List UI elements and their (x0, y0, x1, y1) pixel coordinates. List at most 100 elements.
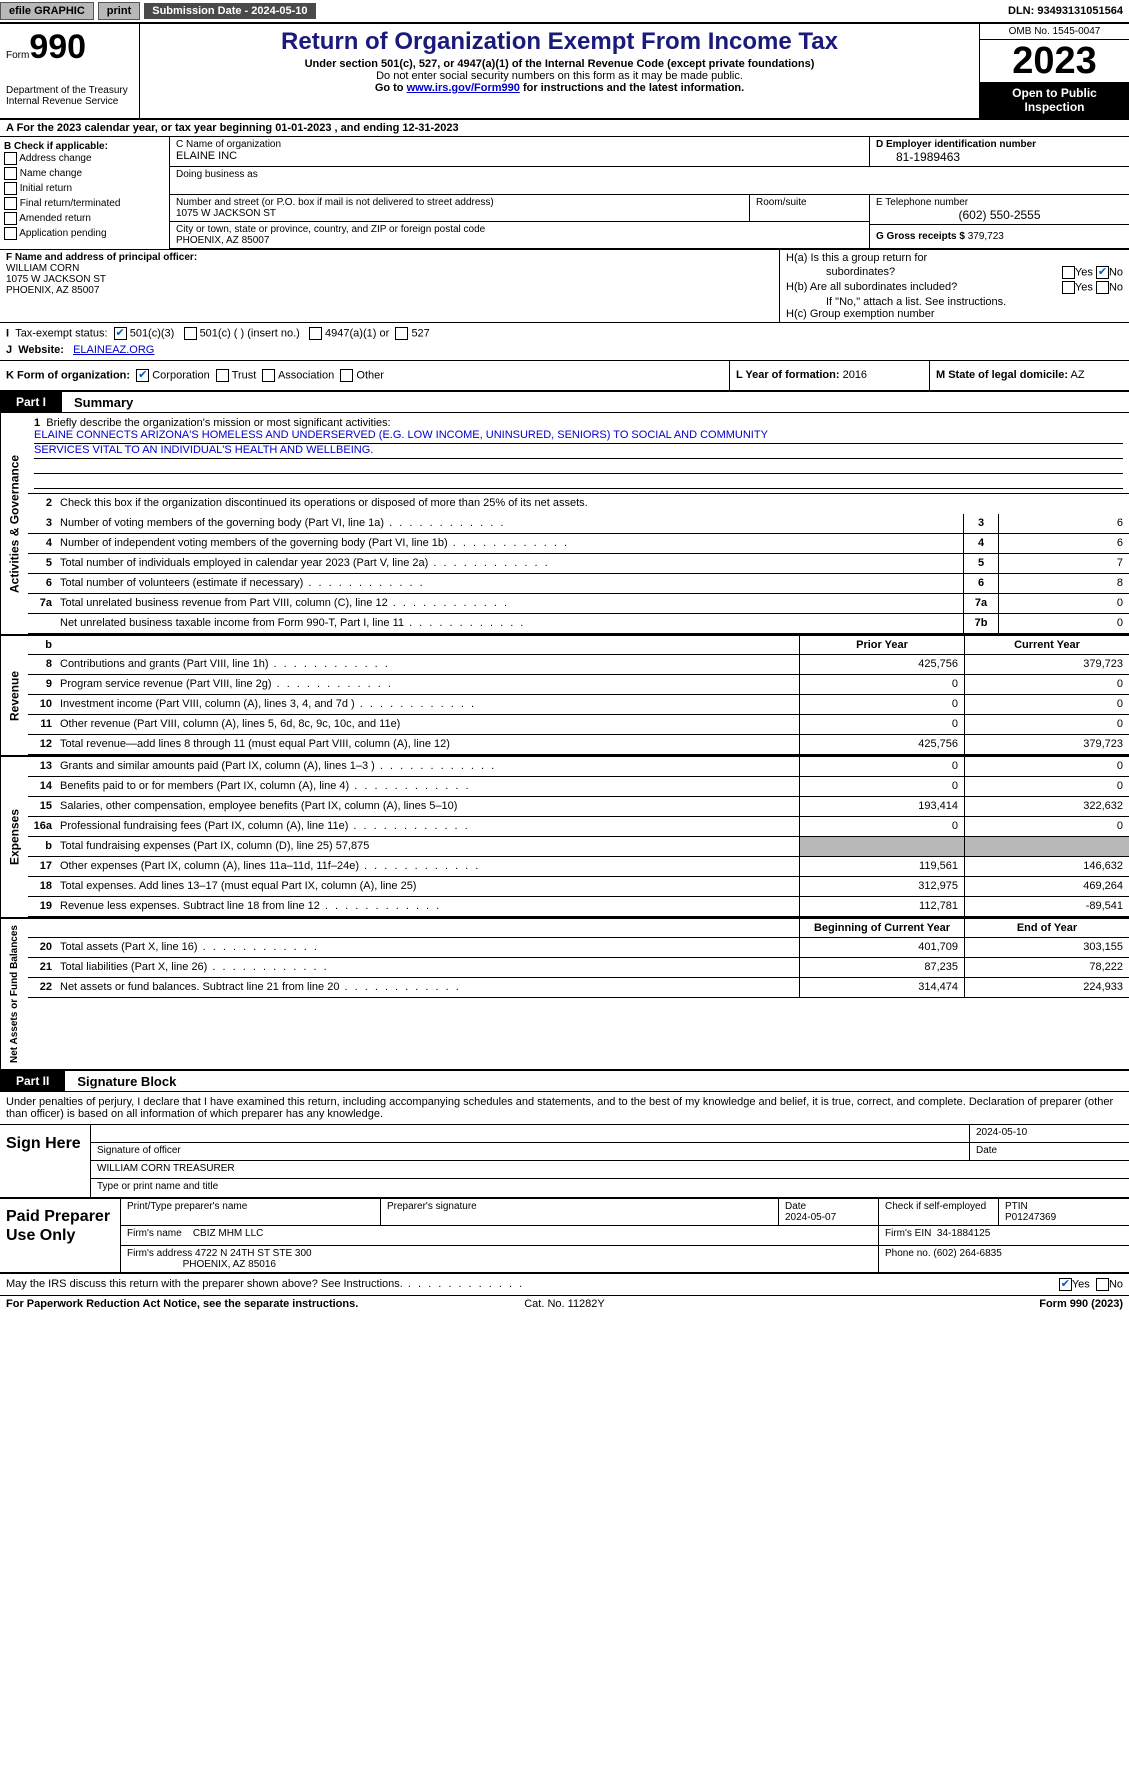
chk-trust[interactable] (216, 369, 229, 382)
ij-row: I Tax-exempt status: 501(c)(3) 501(c) ( … (0, 323, 1129, 361)
chk-assoc[interactable] (262, 369, 275, 382)
tax-status-label: Tax-exempt status: (15, 327, 107, 339)
line22-curr: 224,933 (964, 978, 1129, 997)
form-title: Return of Organization Exempt From Incom… (148, 28, 971, 56)
line18-curr: 469,264 (964, 877, 1129, 896)
begin-year-hdr: Beginning of Current Year (799, 919, 964, 937)
mission-line1: ELAINE CONNECTS ARIZONA'S HOMELESS AND U… (34, 429, 1123, 444)
line12-curr: 379,723 (964, 735, 1129, 754)
sig-date: 2024-05-10 (969, 1125, 1129, 1142)
submission-date: Submission Date - 2024-05-10 (144, 3, 315, 19)
line20-text: Total assets (Part X, line 16) (56, 938, 799, 957)
chk-amended[interactable]: Amended return (4, 212, 165, 225)
line15-prior: 193,414 (799, 797, 964, 816)
page-footer: For Paperwork Reduction Act Notice, see … (0, 1296, 1129, 1312)
part1-header: Part I Summary (0, 392, 1129, 413)
chk-address-change[interactable]: Address change (4, 152, 165, 165)
part2-header: Part II Signature Block (0, 1071, 1129, 1092)
part1-label: Part I (0, 392, 62, 412)
line8-curr: 379,723 (964, 655, 1129, 674)
print-button[interactable]: print (98, 2, 140, 20)
footer-left: For Paperwork Reduction Act Notice, see … (6, 1298, 378, 1310)
line8-prior: 425,756 (799, 655, 964, 674)
line2-text: Check this box if the organization disco… (56, 494, 1129, 514)
line14-prior: 0 (799, 777, 964, 796)
governance-section: Activities & Governance 1 Briefly descri… (0, 413, 1129, 636)
revenue-section: Revenue bPrior YearCurrent Year 8Contrib… (0, 636, 1129, 757)
chk-initial-return[interactable]: Initial return (4, 182, 165, 195)
chk-501c3[interactable] (114, 327, 127, 340)
prep-date: 2024-05-07 (785, 1212, 836, 1223)
line19-curr: -89,541 (964, 897, 1129, 916)
part2-title: Signature Block (65, 1074, 176, 1089)
firm-phone-label: Phone no. (885, 1248, 931, 1259)
line20-prior: 401,709 (799, 938, 964, 957)
line18-prior: 312,975 (799, 877, 964, 896)
domicile-label: M State of legal domicile: (936, 369, 1068, 381)
year-formation-label: L Year of formation: (736, 369, 840, 381)
goto-line: Go to www.irs.gov/Form990 for instructio… (148, 82, 971, 94)
firm-addr1: 4722 N 24TH ST STE 300 (195, 1248, 312, 1259)
street-label: Number and street (or P.O. box if mail i… (176, 197, 743, 208)
line22-prior: 314,474 (799, 978, 964, 997)
line16a-prior: 0 (799, 817, 964, 836)
chk-4947[interactable] (309, 327, 322, 340)
line12-prior: 425,756 (799, 735, 964, 754)
part2-label: Part II (0, 1071, 65, 1091)
prep-sig-label: Preparer's signature (381, 1199, 779, 1225)
efile-button[interactable]: efile GRAPHIC (0, 2, 94, 20)
line7a-val: 0 (999, 594, 1129, 613)
chk-name-change[interactable]: Name change (4, 167, 165, 180)
footer-mid: Cat. No. 11282Y (378, 1298, 750, 1310)
line15-text: Salaries, other compensation, employee b… (56, 797, 799, 816)
netassets-tab: Net Assets or Fund Balances (0, 919, 28, 1069)
line9-curr: 0 (964, 675, 1129, 694)
org-name: ELAINE INC (176, 150, 863, 162)
preparer-block: Paid Preparer Use Only Print/Type prepar… (0, 1199, 1129, 1274)
line18-text: Total expenses. Add lines 13–17 (must eq… (56, 877, 799, 896)
officer-label: F Name and address of principal officer: (6, 252, 773, 263)
form-number: 990 (29, 28, 86, 66)
line4-text: Number of independent voting members of … (56, 534, 963, 553)
sig-officer-label: Signature of officer (91, 1143, 969, 1160)
line6-val: 8 (999, 574, 1129, 593)
line21-text: Total liabilities (Part X, line 26) (56, 958, 799, 977)
discuss-yes[interactable] (1059, 1278, 1072, 1291)
discuss-no[interactable] (1096, 1278, 1109, 1291)
line11-text: Other revenue (Part VIII, column (A), li… (56, 715, 799, 734)
part1-title: Summary (62, 395, 133, 410)
no-ssn-note: Do not enter social security numbers on … (148, 70, 971, 82)
mission-line2: SERVICES VITAL TO AN INDIVIDUAL'S HEALTH… (34, 444, 1123, 459)
irs-link[interactable]: www.irs.gov/Form990 (407, 82, 520, 94)
expenses-tab: Expenses (0, 757, 28, 917)
row-a-period: A For the 2023 calendar year, or tax yea… (0, 120, 1129, 137)
website-label: Website: (18, 344, 64, 356)
discuss-text: May the IRS discuss this return with the… (6, 1278, 1059, 1291)
end-year-hdr: End of Year (964, 919, 1129, 937)
line10-text: Investment income (Part VIII, column (A)… (56, 695, 799, 714)
phone-value: (602) 550-2555 (876, 208, 1123, 222)
officer-street: 1075 W JACKSON ST (6, 274, 773, 285)
chk-corp[interactable] (136, 369, 149, 382)
prep-date-label: Date (785, 1201, 806, 1212)
ein-label: D Employer identification number (876, 139, 1123, 150)
line13-text: Grants and similar amounts paid (Part IX… (56, 757, 799, 776)
chk-other[interactable] (340, 369, 353, 382)
chk-final-return[interactable]: Final return/terminated (4, 197, 165, 210)
chk-application-pending[interactable]: Application pending (4, 227, 165, 240)
mission-label: Briefly describe the organization's miss… (46, 417, 390, 429)
prior-year-hdr: Prior Year (799, 636, 964, 654)
officer-name: WILLIAM CORN (6, 263, 773, 274)
line17-prior: 119,561 (799, 857, 964, 876)
line22-text: Net assets or fund balances. Subtract li… (56, 978, 799, 997)
revenue-tab: Revenue (0, 636, 28, 755)
website-link[interactable]: ELAINEAZ.ORG (73, 344, 154, 356)
col-b-checkboxes: B Check if applicable: Address change Na… (0, 137, 170, 249)
hc-label: H(c) Group exemption number (786, 308, 1123, 320)
officer-city: PHOENIX, AZ 85007 (6, 285, 773, 296)
line11-prior: 0 (799, 715, 964, 734)
chk-501c[interactable] (184, 327, 197, 340)
chk-527[interactable] (395, 327, 408, 340)
line11-curr: 0 (964, 715, 1129, 734)
line19-text: Revenue less expenses. Subtract line 18 … (56, 897, 799, 916)
